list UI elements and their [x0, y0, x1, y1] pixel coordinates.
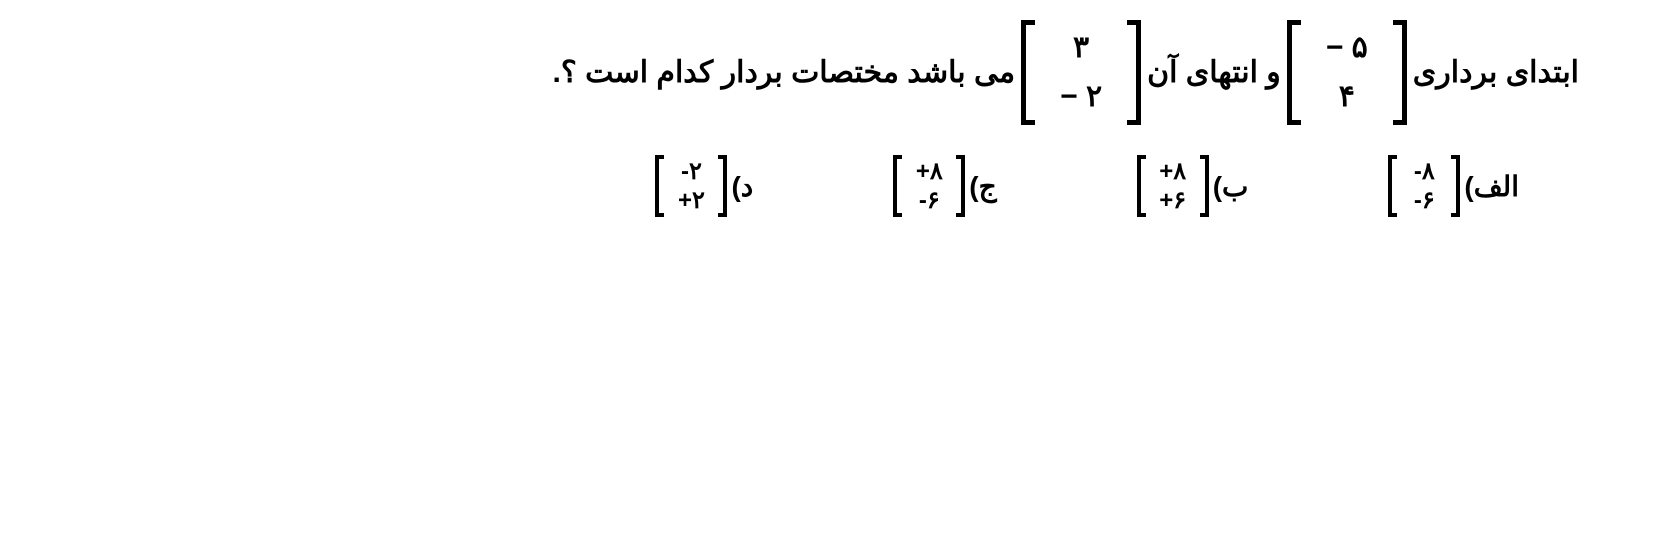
matrix-entry-top: -۸	[1414, 160, 1435, 184]
bracket-right-icon	[1195, 155, 1209, 217]
bracket-left-icon	[1388, 155, 1402, 217]
option-c-label: ج)	[969, 170, 996, 203]
bracket-left-icon	[1287, 20, 1309, 125]
start-vector-matrix: − ۵ ۴	[1287, 20, 1407, 125]
question-text-part1: ابتدای برداری	[1413, 55, 1579, 90]
matrix-column: -۲ +۲	[669, 155, 713, 217]
matrix-column: +۸ -۶	[907, 155, 951, 217]
matrix-entry-bottom: ۴	[1339, 82, 1355, 112]
matrix-entry-top: − ۵	[1326, 33, 1368, 63]
option-b[interactable]: ب) +۸ +۶	[1137, 155, 1249, 217]
matrix-entry-bottom: -۶	[1414, 189, 1435, 213]
option-a[interactable]: الف) -۸ -۶	[1388, 155, 1519, 217]
option-b-label: ب)	[1213, 170, 1249, 203]
matrix-entry-top: -۲	[681, 160, 702, 184]
bracket-left-icon	[1137, 155, 1151, 217]
matrix-column: +۸ +۶	[1151, 155, 1195, 217]
matrix-column: ۳ − ۲	[1043, 20, 1119, 125]
matrix-entry-top: +۸	[1159, 160, 1186, 184]
bracket-right-icon	[1385, 20, 1407, 125]
matrix-entry-bottom: +۶	[1159, 189, 1186, 213]
bracket-right-icon	[713, 155, 727, 217]
question-row: ابتدای برداری − ۵ ۴ و انتهای آن ۳ − ۲ می…	[80, 20, 1579, 125]
option-c[interactable]: ج) +۸ -۶	[893, 155, 996, 217]
matrix-entry-top: +۸	[916, 160, 943, 184]
options-row: الف) -۸ -۶ ب) +۸ +۶ ج) +۸ -۶	[80, 155, 1579, 217]
question-text-part2: و انتهای آن	[1147, 55, 1281, 90]
matrix-entry-bottom: -۶	[919, 189, 940, 213]
matrix-column: − ۵ ۴	[1309, 20, 1385, 125]
matrix-column: -۸ -۶	[1402, 155, 1446, 217]
bracket-left-icon	[893, 155, 907, 217]
option-d[interactable]: د) -۲ +۲	[655, 155, 753, 217]
end-vector-matrix: ۳ − ۲	[1021, 20, 1141, 125]
option-c-matrix: +۸ -۶	[893, 155, 965, 217]
matrix-entry-top: ۳	[1073, 33, 1089, 63]
bracket-left-icon	[655, 155, 669, 217]
bracket-left-icon	[1021, 20, 1043, 125]
matrix-entry-bottom: +۲	[678, 189, 705, 213]
option-d-label: د)	[731, 170, 753, 203]
matrix-entry-bottom: − ۲	[1060, 82, 1102, 112]
bracket-right-icon	[1446, 155, 1460, 217]
option-a-matrix: -۸ -۶	[1388, 155, 1460, 217]
option-a-label: الف)	[1464, 170, 1519, 203]
bracket-right-icon	[1119, 20, 1141, 125]
option-d-matrix: -۲ +۲	[655, 155, 727, 217]
option-b-matrix: +۸ +۶	[1137, 155, 1209, 217]
question-text-part3: می باشد مختصات بردار کدام است ؟.	[553, 55, 1016, 90]
bracket-right-icon	[951, 155, 965, 217]
